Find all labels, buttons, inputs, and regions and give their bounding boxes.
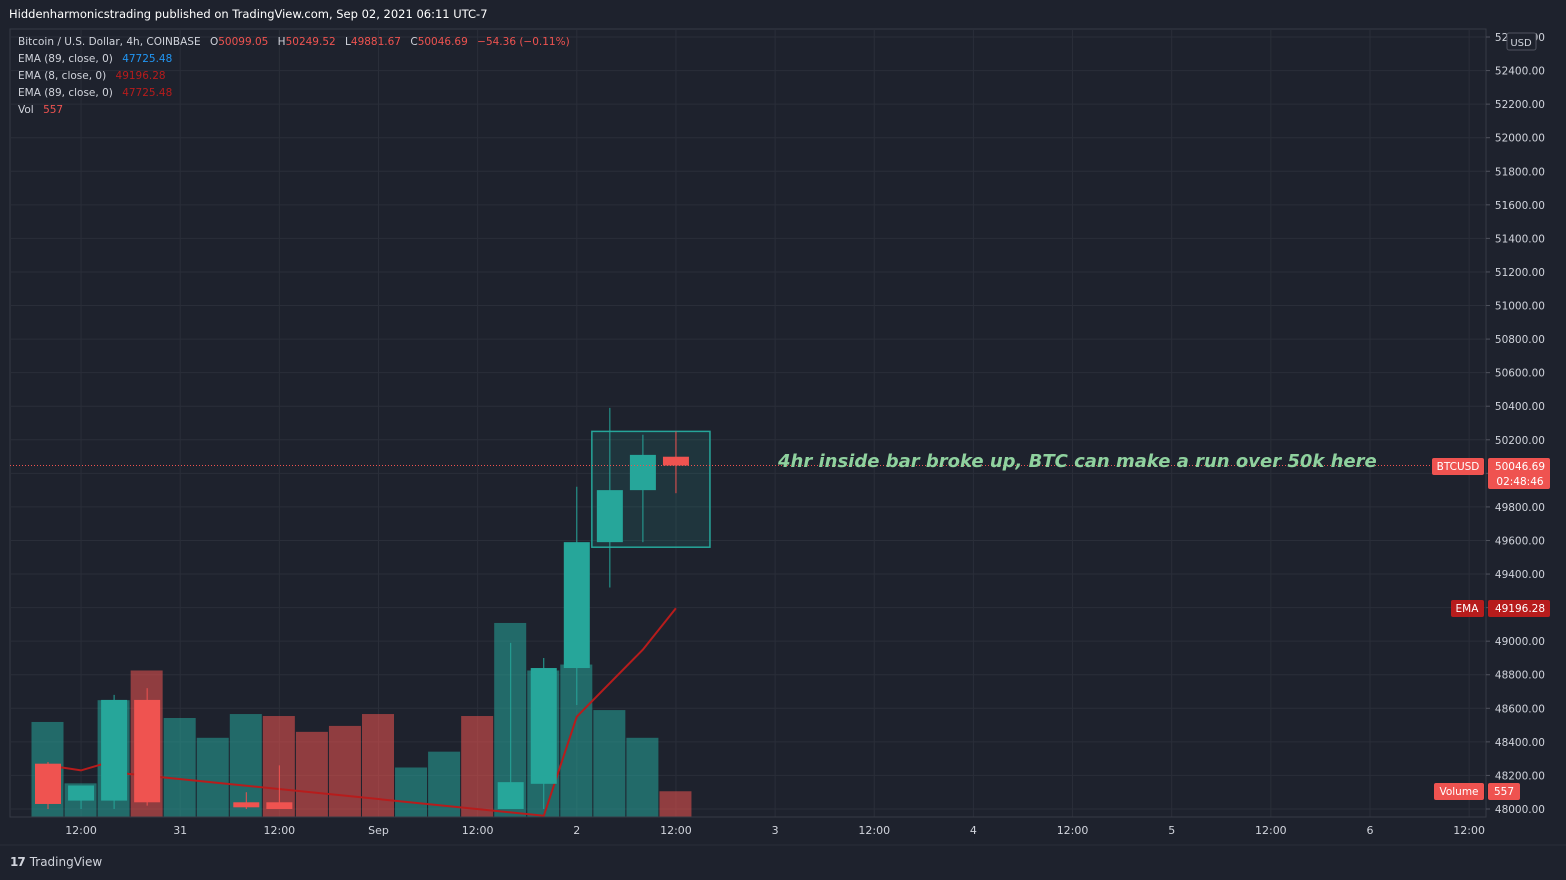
ema-line (47, 607, 677, 817)
candle-body (35, 763, 61, 804)
x-tick-label: 12:00 (660, 824, 692, 837)
symbol-tag (1432, 458, 1484, 475)
y-tick-label: 51400.00 (1495, 233, 1545, 245)
tradingview-logo[interactable]: 17 TradingView (10, 855, 102, 869)
legend-symbol[interactable]: Bitcoin / U.S. Dollar, 4h, COINBASE O500… (18, 36, 570, 48)
last-price-value: 50046.69 (1495, 461, 1545, 473)
candle-body (68, 785, 95, 801)
y-tick-label: 49000.00 (1495, 636, 1545, 648)
x-tick-label: 6 (1367, 824, 1374, 837)
y-tick-label: 49800.00 (1495, 502, 1545, 514)
candle-body (662, 456, 689, 466)
candle-body (629, 454, 656, 491)
bar-countdown: 02:48:46 (1496, 476, 1543, 488)
candle-body (266, 802, 293, 809)
y-tick-label: 52400.00 (1495, 66, 1545, 78)
x-tick-label: 12:00 (1057, 824, 1089, 837)
currency-label: USD (1510, 38, 1532, 49)
top-bar: Hiddenharmonicstrading published on Trad… (0, 0, 1566, 28)
ema-tag (1451, 600, 1484, 617)
y-tick-label: 51800.00 (1495, 166, 1545, 178)
volume-bar (196, 737, 229, 817)
y-tick-label: 52200.00 (1495, 99, 1545, 111)
x-tick-label: 12:00 (65, 824, 97, 837)
last-price-badge (1488, 458, 1550, 489)
legend-ema8[interactable]: EMA (8, close, 0) 49196.28 (18, 70, 166, 82)
legend-volume[interactable]: Vol 557 (18, 104, 63, 116)
x-tick-label: 2 (573, 824, 580, 837)
volume-bar (328, 725, 361, 817)
annotation-text[interactable]: 4hr inside bar broke up, BTC can make a … (777, 451, 1377, 472)
legend-ema89-b[interactable]: EMA (89, close, 0) 47725.48 (18, 87, 172, 99)
y-tick-label: 51000.00 (1495, 301, 1545, 313)
candles (35, 407, 689, 809)
y-tick-label: 48000.00 (1495, 804, 1545, 816)
x-tick-label: 12:00 (462, 824, 494, 837)
candle-body (596, 490, 623, 543)
volume-bar (295, 731, 328, 817)
x-tick-label: 12:00 (1453, 824, 1485, 837)
y-tick-label: 51200.00 (1495, 267, 1545, 279)
tradingview-logo-icon: 17 (10, 855, 26, 869)
chart-pane[interactable] (9, 28, 1487, 818)
ema-value: 49196.28 (1495, 603, 1545, 615)
volume-tag-label: Volume (1439, 786, 1478, 798)
y-tick-label: 50600.00 (1495, 368, 1545, 380)
candle-body (101, 699, 128, 801)
volume-tag (1434, 783, 1484, 800)
volume-bar (163, 718, 196, 817)
volume-bar (362, 714, 394, 817)
y-tick-label: 48400.00 (1495, 737, 1545, 749)
volume-bar (395, 767, 428, 817)
volume-bar (593, 710, 626, 817)
volume-bar (626, 737, 659, 817)
y-tick-label: 49600.00 (1495, 535, 1545, 547)
y-tick-label: 49400.00 (1495, 569, 1545, 581)
ema-8-line (47, 607, 677, 817)
tradingview-brand: TradingView (29, 855, 103, 869)
y-tick-label: 48200.00 (1495, 770, 1545, 782)
legend: Bitcoin / U.S. Dollar, 4h, COINBASE O500… (18, 36, 570, 116)
x-tick-label: 12:00 (263, 824, 295, 837)
published-by-text: Hiddenharmonicstrading published on Trad… (9, 7, 488, 21)
x-tick-label: 4 (970, 824, 977, 837)
candle-body (497, 782, 524, 809)
candle-body (134, 699, 161, 803)
grid (10, 29, 1486, 817)
x-tick-label: 12:00 (858, 824, 890, 837)
legend-ema89-a[interactable]: EMA (89, close, 0) 47725.48 (18, 53, 172, 65)
candle-body (530, 668, 557, 784)
currency-badge[interactable] (1506, 32, 1537, 51)
ema-value-badge (1488, 600, 1550, 617)
y-tick-label: 50800.00 (1495, 334, 1545, 346)
y-tick-label: 52000.00 (1495, 133, 1545, 145)
x-tick-label: 12:00 (1255, 824, 1287, 837)
volume-bar (461, 716, 494, 817)
y-tick-label: 51600.00 (1495, 200, 1545, 212)
x-tick-label: 3 (772, 824, 779, 837)
x-axis-ticks: 12:00 31 12:00 Sep 12:00 2 12:00 3 12:00 4 12:00 5 1… (65, 824, 1485, 837)
y-tick-label: 48600.00 (1495, 703, 1545, 715)
ema-tag-label: EMA (1456, 603, 1480, 615)
x-tick-label: 5 (1168, 824, 1175, 837)
y-tick-label: 50200.00 (1495, 435, 1545, 447)
price-axis[interactable] (1486, 29, 1566, 817)
y-tick-label: 50400.00 (1495, 401, 1545, 413)
volume-bar (229, 714, 262, 817)
symbol-tag-label: BTCUSD (1437, 461, 1480, 473)
candle-body (233, 802, 260, 808)
volume-value-badge (1488, 783, 1520, 800)
volume-value: 557 (1494, 786, 1514, 798)
time-axis[interactable] (10, 818, 1486, 844)
y-tick-label: 48800.00 (1495, 670, 1545, 682)
candle-body (563, 542, 590, 669)
x-tick-label: Sep (368, 824, 389, 837)
x-tick-label: 31 (173, 824, 187, 837)
volume-bar (659, 791, 692, 817)
